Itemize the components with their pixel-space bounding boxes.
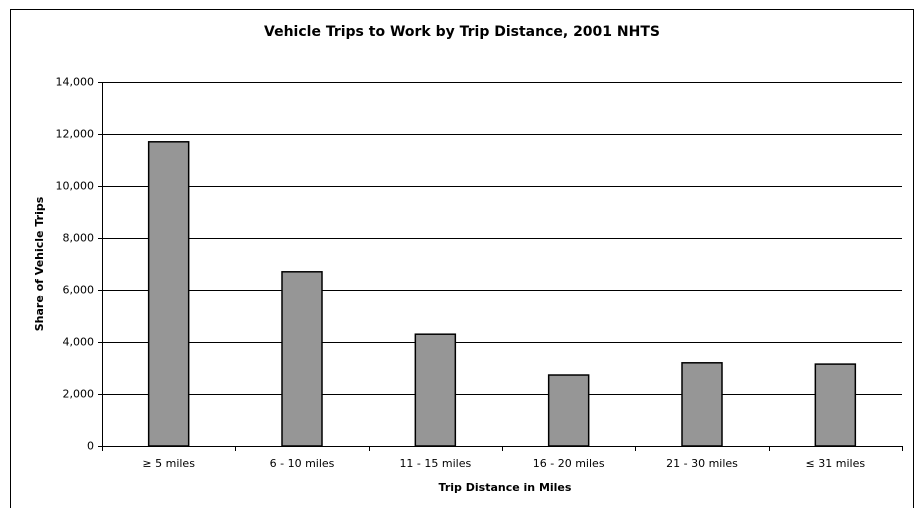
- chart-title: Vehicle Trips to Work by Trip Distance, …: [264, 24, 660, 40]
- bar: [281, 271, 323, 447]
- y-tick-label: 14,000: [56, 76, 95, 89]
- y-tick-label: 2,000: [63, 388, 95, 401]
- bar: [814, 363, 857, 447]
- y-tick-label: 8,000: [63, 232, 95, 245]
- x-tick-label: ≤ 31 miles: [806, 457, 866, 470]
- x-tick-label: 11 - 15 miles: [399, 457, 471, 470]
- y-axis-title: Share of Vehicle Trips: [33, 196, 46, 331]
- x-tick-label: 6 - 10 miles: [270, 457, 335, 470]
- x-axis-title: Trip Distance in Miles: [439, 481, 572, 494]
- y-tick-label: 10,000: [56, 180, 95, 193]
- y-tick-label: 12,000: [56, 128, 95, 141]
- y-tick-label: 0: [87, 440, 94, 453]
- chart-border: [10, 9, 914, 508]
- bar: [547, 374, 590, 447]
- bar: [147, 141, 190, 447]
- bar: [681, 362, 723, 447]
- bar: [414, 333, 457, 447]
- y-tick-label: 6,000: [63, 284, 95, 297]
- x-tick-label: 21 - 30 miles: [666, 457, 738, 470]
- y-tick-label: 4,000: [63, 336, 95, 349]
- x-tick-label: ≥ 5 miles: [142, 457, 195, 470]
- x-tick-label: 16 - 20 miles: [533, 457, 605, 470]
